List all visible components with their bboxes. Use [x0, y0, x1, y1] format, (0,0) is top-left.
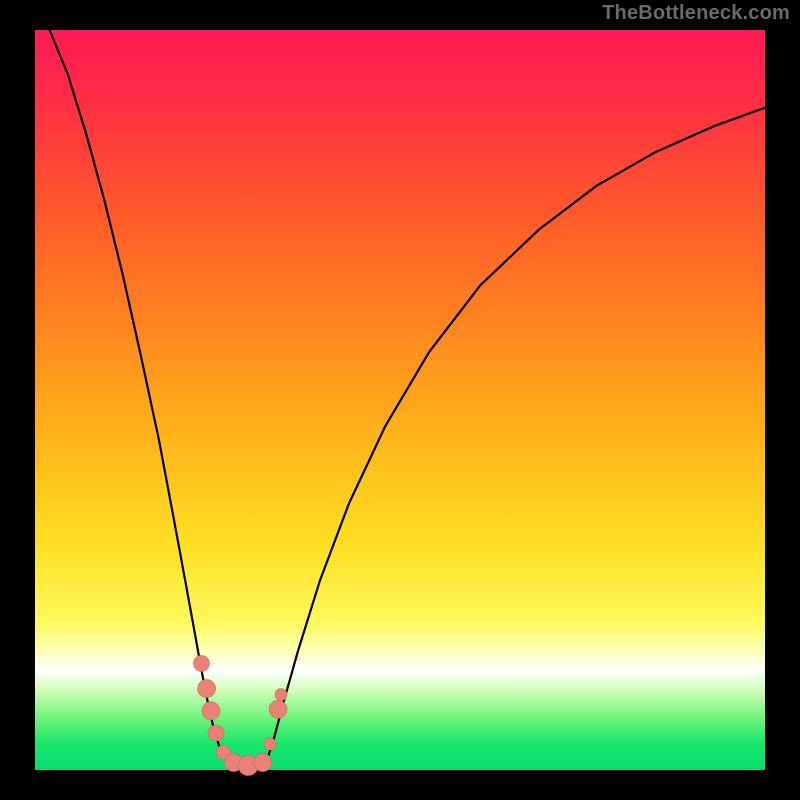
marker-dot: [275, 689, 287, 701]
marker-dot: [254, 754, 272, 772]
bottleneck-curve-chart: [0, 0, 800, 800]
chart-stage: TheBottleneck.com: [0, 0, 800, 800]
marker-dot: [202, 702, 220, 720]
marker-dot: [208, 725, 224, 741]
marker-dot: [198, 680, 216, 698]
marker-dot: [264, 738, 276, 750]
marker-dot: [193, 655, 209, 671]
marker-dot: [269, 700, 287, 718]
